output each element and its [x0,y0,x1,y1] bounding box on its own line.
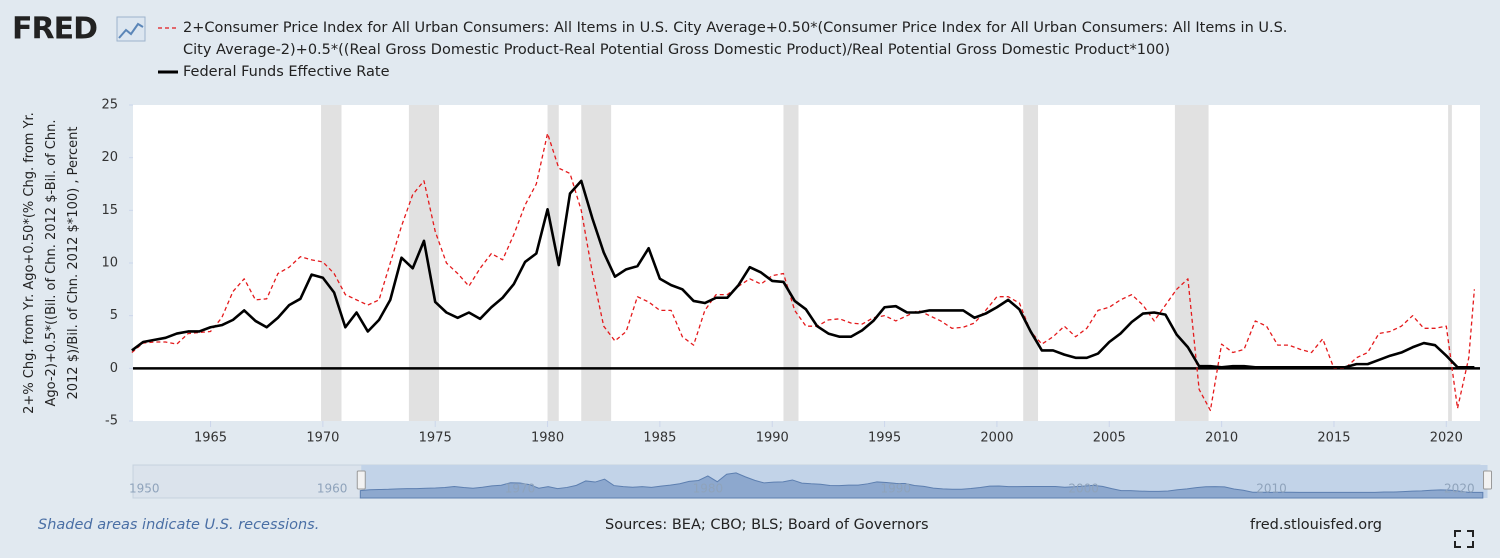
y-tick-label: 10 [101,256,118,271]
y-tick-label: 5 [110,308,118,323]
fullscreen-icon[interactable] [1454,530,1474,548]
fullscreen-icon-path[interactable] [1454,530,1474,548]
x-tick-label: 2020 [1430,431,1463,446]
navigator-handle[interactable] [356,470,366,490]
recession-band [783,105,799,421]
y-tick-label: 20 [101,150,118,165]
series-line [131,132,1476,412]
logo-icon-line [118,22,144,39]
recession-band [547,105,559,421]
navigator-tick-label: 1960 [317,482,348,496]
recession-band [408,105,440,421]
recession-band [1448,105,1452,421]
x-tick-label: 2010 [1205,431,1238,446]
x-tick-label: 1970 [306,431,339,446]
navigator-tick-label: 2010 [1256,482,1287,496]
series-line [131,179,1475,369]
legend-entry[interactable]: 2+Consumer Price Index for All Urban Con… [183,20,1288,58]
y-tick-label: 0 [110,361,118,376]
navigator-handle[interactable] [1483,470,1493,490]
url[interactable]: fred.stlouisfed.org [1250,517,1383,533]
x-tick-label: 2000 [980,431,1013,446]
y-tick-label: 15 [101,203,118,218]
navigator-tick-label: 1970 [505,482,536,496]
y-axis-label: 2+% Chg. from Yr. Ago+0.50*(% Chg. from … [22,112,81,414]
x-tick-label: 1990 [756,431,789,446]
sources: Sources: BEA; CBO; BLS; Board of Governo… [605,517,929,533]
x-tick-label: 2005 [1093,431,1126,446]
y-tick-label: -5 [105,414,118,429]
legend-entry[interactable]: Federal Funds Effective Rate [183,64,390,80]
recession-band [1023,105,1039,421]
logo-icon-box [116,16,146,42]
navigator-tick-label: 2020 [1444,482,1475,496]
navigator-area [359,472,1484,499]
logo-icon [116,16,146,42]
navigator-tick-label: 1980 [693,482,724,496]
x-tick-label: 1965 [194,431,227,446]
navigator-tick-label: 1990 [880,482,911,496]
recession-band [321,105,342,421]
recession-band [581,105,612,421]
x-tick-label: 1980 [531,431,564,446]
x-tick-label: 1985 [643,431,676,446]
navigator-tick-label: 1950 [129,482,160,496]
x-tick-label: 2015 [1317,431,1350,446]
recession-note: Shaded areas indicate U.S. recessions. [38,517,320,533]
recession-band [1174,105,1209,421]
logo: FRED [12,12,97,47]
navigator-tick-label: 2000 [1068,482,1099,496]
y-tick-label: 25 [101,98,118,113]
x-tick-label: 1995 [868,431,901,446]
x-tick-label: 1975 [419,431,452,446]
